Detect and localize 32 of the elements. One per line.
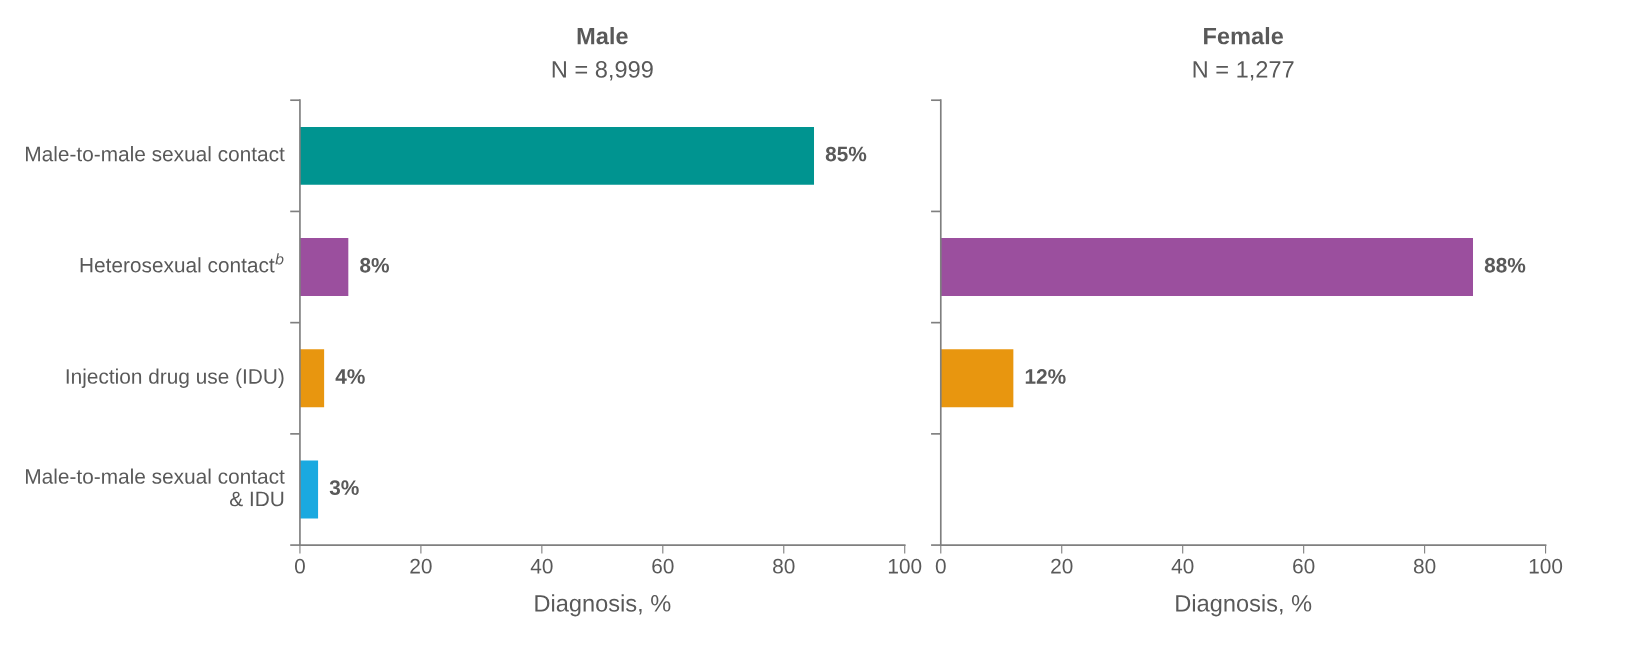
data-label: 12% (1025, 369, 1066, 384)
y-tick-label: Injection drug use (IDU) (66, 368, 284, 388)
chart-title: Female (1204, 27, 1284, 45)
x-tick-label: 80 (1413, 558, 1436, 574)
x-tick-label: 40 (530, 558, 553, 574)
x-tick-label: 40 (1171, 558, 1194, 574)
x-tick-label: 0 (294, 558, 305, 574)
x-tick-label: 100 (888, 558, 922, 574)
x-axis-title: Diagnosis, % (1176, 594, 1312, 617)
data-label: 3% (329, 480, 359, 496)
x-tick-label: 0 (935, 558, 946, 574)
x-tick-label: 60 (1293, 558, 1315, 574)
bar (299, 238, 349, 296)
bar (299, 349, 325, 408)
x-tick-label: 20 (1051, 558, 1073, 574)
data-label: 4% (335, 369, 365, 384)
bar (299, 126, 815, 185)
data-label: 88% (1484, 257, 1526, 273)
x-tick-label: 60 (652, 558, 674, 574)
x-tick-label: 100 (1529, 558, 1563, 574)
x-axis-title: Diagnosis, % (535, 594, 671, 617)
chart-subtitle: N = 8,999 (552, 61, 653, 81)
x-tick-label: 20 (410, 558, 432, 574)
y-tick-label: Heterosexual contact$^{b}$ (80, 253, 284, 273)
bar (299, 460, 319, 519)
chart-title: Male (577, 27, 628, 45)
y-tick-label: Male-to-male sexual contact (26, 146, 285, 162)
data-label: 85% (825, 146, 867, 162)
x-tick-label: 80 (773, 558, 795, 574)
chart-subtitle: N = 1,277 (1193, 61, 1294, 81)
data-label: 8% (360, 257, 389, 273)
y-tick-label: Male-to-male sexual contact & IDU (26, 468, 285, 507)
